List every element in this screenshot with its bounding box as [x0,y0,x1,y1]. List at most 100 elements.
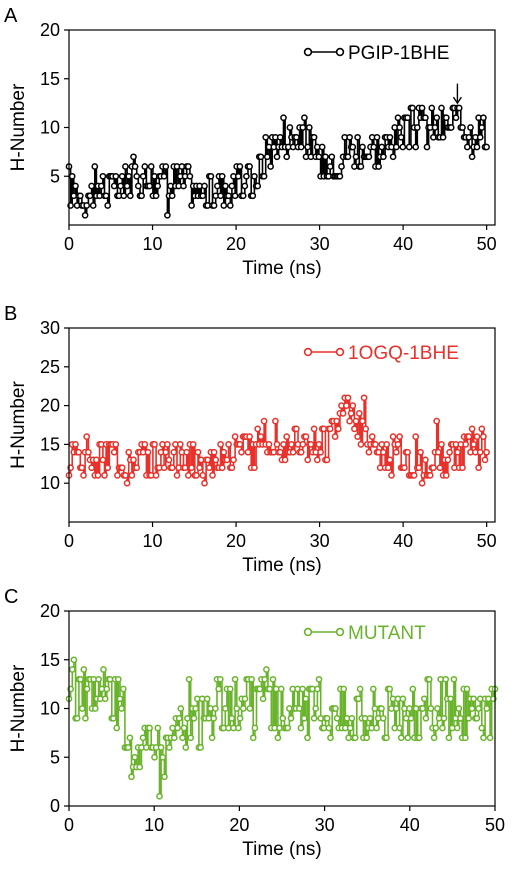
data-point [231,192,239,200]
data-point [177,705,185,712]
data-point [114,675,122,683]
data-point [459,124,466,131]
data-point [228,464,236,472]
data-point [217,441,224,448]
data-point [274,734,282,742]
data-point [218,464,226,472]
data-point [322,153,329,161]
data-point [299,685,306,693]
data-point [119,685,127,693]
data-point [231,433,239,440]
data-point [189,441,197,448]
data-point [174,724,181,732]
data-point [273,153,281,161]
data-point [297,448,305,456]
data-point [173,472,181,479]
data-point [162,448,170,456]
data-point [409,685,417,693]
data-point [184,714,191,722]
y-tick-label: 30 [40,318,60,338]
data-point [375,163,382,170]
data-point [478,724,486,732]
x-tick-label: 20 [226,234,246,254]
data-point [249,192,257,200]
data-point [372,441,379,448]
data-point [93,456,100,464]
data-point [473,143,481,151]
data-point [130,153,137,161]
data-point [226,202,234,209]
data-point [344,153,352,161]
data-point [112,441,120,448]
data-point [205,464,213,472]
data-point [323,456,331,464]
data-point [348,714,356,722]
data-point [273,441,281,448]
y-tick-label: 10 [40,118,60,138]
y-axis-label: H-Number [8,381,29,469]
data-point [305,124,313,131]
data-point [216,675,224,683]
data-point [333,417,341,425]
data-point [136,763,144,771]
data-point [323,714,331,722]
x-tick-label: 30 [310,234,330,254]
data-point [347,410,355,417]
data-point [468,425,476,433]
data-point [439,724,446,732]
y-tick-label: 15 [40,650,60,670]
data-point [151,753,158,761]
data-point [293,133,300,141]
y-tick-label: 10 [40,473,60,493]
data-point [351,734,359,742]
data-point [383,734,390,742]
data-point [442,472,450,479]
data-point [483,705,491,712]
data-point [186,172,194,180]
data-point [244,448,252,456]
data-point [302,433,310,440]
data-point [117,182,124,190]
data-point [185,675,193,683]
data-point [462,734,469,742]
data-point [78,705,86,712]
x-tick-label: 30 [310,531,330,551]
data-point [428,104,436,112]
data-point [473,433,481,440]
data-point [208,734,216,742]
data-point [146,182,153,190]
data-point [133,464,141,472]
data-point [176,441,184,448]
y-tick-label: 25 [40,357,60,377]
legend-marker [303,47,313,57]
data-point [302,695,310,703]
data-point [388,472,395,479]
x-axis-label: Time (ns) [242,555,322,576]
data-point [288,441,295,448]
data-point [357,163,365,170]
data-point [261,675,269,683]
data-point [236,163,244,170]
data-point [383,441,391,448]
y-tick-label: 15 [40,434,60,454]
data-point [418,104,426,112]
data-point [139,172,147,180]
data-point [223,456,231,464]
x-tick-label: 0 [64,234,74,254]
data-point [465,433,473,440]
data-point [318,143,326,151]
series-line [69,397,488,484]
x-tick-label: 50 [485,815,505,835]
data-point [467,124,474,131]
data-point [349,143,357,151]
data-point [373,724,380,732]
data-point [263,153,271,161]
legend-marker [303,627,313,637]
data-point [95,675,102,683]
data-point [175,714,183,722]
data-point [194,448,202,456]
data-point [147,163,155,170]
data-point [470,695,477,703]
data-point [120,192,128,200]
x-tick-label: 10 [143,234,163,254]
